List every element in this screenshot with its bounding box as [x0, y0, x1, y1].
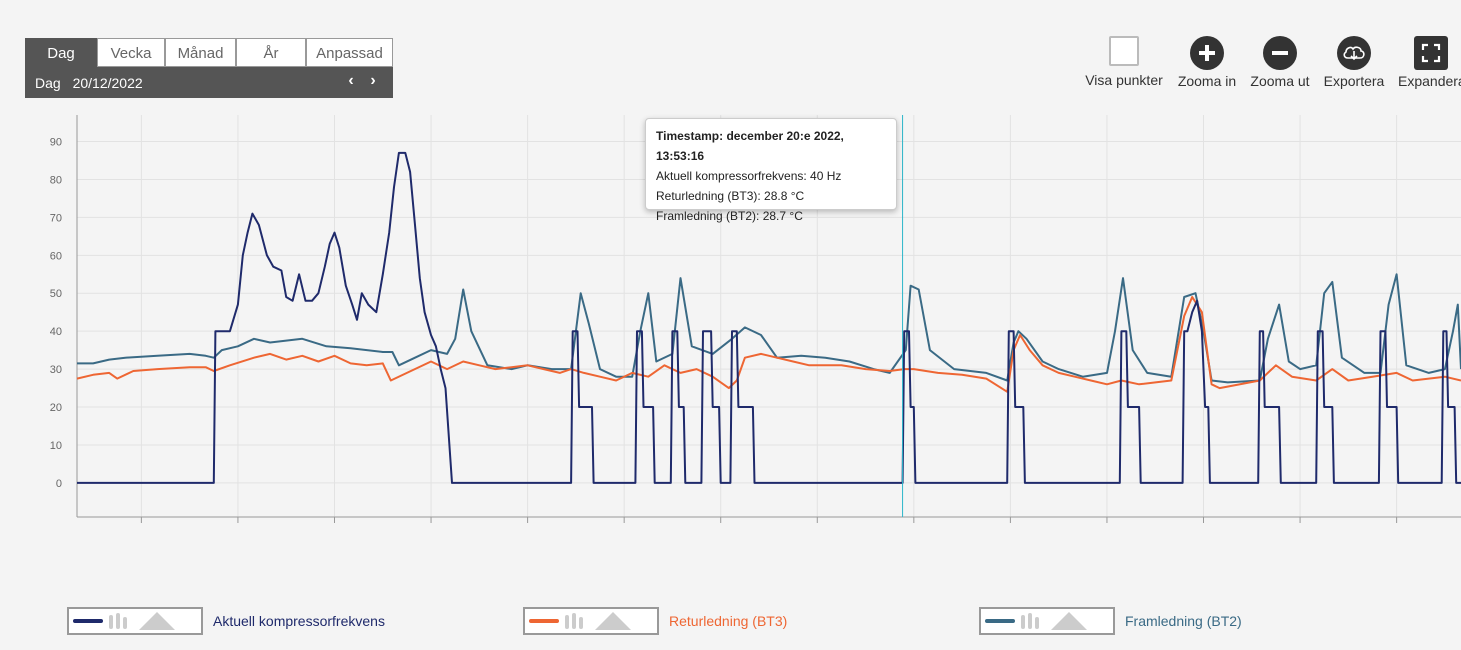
zoom-in-label: Zooma in — [1177, 73, 1237, 89]
plus-icon — [1190, 36, 1224, 70]
zoom-in-button[interactable]: Zooma in — [1175, 36, 1239, 89]
y-tick-label: 40 — [50, 326, 62, 338]
export-label: Exportera — [1323, 73, 1385, 89]
series-line-supply[interactable] — [77, 273, 1461, 384]
legend-item-supply[interactable]: Framledning (BT2) — [979, 605, 1242, 637]
expand-button[interactable]: Expandera — [1397, 36, 1461, 89]
series-line-return[interactable] — [76, 296, 1461, 393]
date-navigation: ‹ › — [345, 72, 379, 90]
date-row: Dag 20/12/2022 — [35, 75, 143, 91]
cloud-download-icon — [1337, 36, 1371, 70]
legend-label-supply: Framledning (BT2) — [1125, 613, 1242, 629]
y-tick-label: 20 — [50, 402, 62, 414]
legend-item-compressor[interactable]: Aktuell kompressorfrekvens — [67, 605, 385, 637]
next-date-icon[interactable]: › — [370, 72, 376, 89]
legend-swatch-return — [523, 607, 659, 635]
y-tick-label: 60 — [50, 250, 62, 262]
tooltip-compressor: Aktuell kompressorfrekvens: 40 Hz — [656, 169, 842, 183]
y-tick-label: 50 — [50, 288, 62, 300]
expand-label: Expandera — [1398, 73, 1461, 89]
legend-label-compressor: Aktuell kompressorfrekvens — [213, 613, 385, 629]
date-period-label: Dag — [35, 75, 61, 91]
tab-manad[interactable]: Månad — [165, 38, 236, 67]
previous-date-icon[interactable]: ‹ — [348, 72, 354, 89]
tab-dag[interactable]: Dag — [25, 38, 97, 67]
show-points-label: Visa punkter — [1085, 72, 1163, 88]
legend-item-return[interactable]: Returledning (BT3) — [523, 605, 787, 637]
zoom-out-button[interactable]: Zooma ut — [1248, 36, 1312, 89]
chart-tooltip: Timestamp: december 20:e 2022, 13:53:16 … — [645, 118, 897, 223]
zoom-out-label: Zooma ut — [1250, 73, 1310, 89]
date-value: 20/12/2022 — [72, 75, 143, 91]
period-selector: Dag Vecka Månad År Anpassad Dag 20/12/20… — [25, 38, 393, 98]
show-points-checkbox[interactable] — [1109, 36, 1139, 66]
tooltip-timestamp: Timestamp: december 20:e 2022, 13:53:16 — [656, 129, 844, 163]
minus-icon — [1263, 36, 1297, 70]
legend-swatch-compressor — [67, 607, 203, 635]
y-tick-label: 30 — [50, 364, 62, 376]
y-tick-label: 80 — [50, 174, 62, 186]
tooltip-return: Returledning (BT3): 28.8 °C — [656, 189, 805, 203]
y-tick-label: 10 — [50, 440, 62, 452]
y-tick-label: 0 — [56, 478, 62, 490]
export-button[interactable]: Exportera — [1321, 36, 1387, 89]
y-tick-label: 70 — [50, 212, 62, 224]
y-tick-label: 90 — [50, 137, 62, 149]
period-tabs: Dag Vecka Månad År Anpassad — [25, 38, 393, 67]
legend-label-return: Returledning (BT3) — [669, 613, 788, 629]
tab-ar[interactable]: År — [236, 38, 306, 67]
legend-swatch-supply — [979, 607, 1115, 635]
show-points-toggle[interactable]: Visa punkter — [1084, 36, 1164, 88]
tooltip-supply: Framledning (BT2): 28.7 °C — [656, 209, 803, 223]
series-line-compressor[interactable] — [77, 151, 1461, 484]
tab-anpassad[interactable]: Anpassad — [306, 38, 393, 67]
fullscreen-icon — [1414, 36, 1448, 70]
tab-vecka[interactable]: Vecka — [97, 38, 165, 67]
